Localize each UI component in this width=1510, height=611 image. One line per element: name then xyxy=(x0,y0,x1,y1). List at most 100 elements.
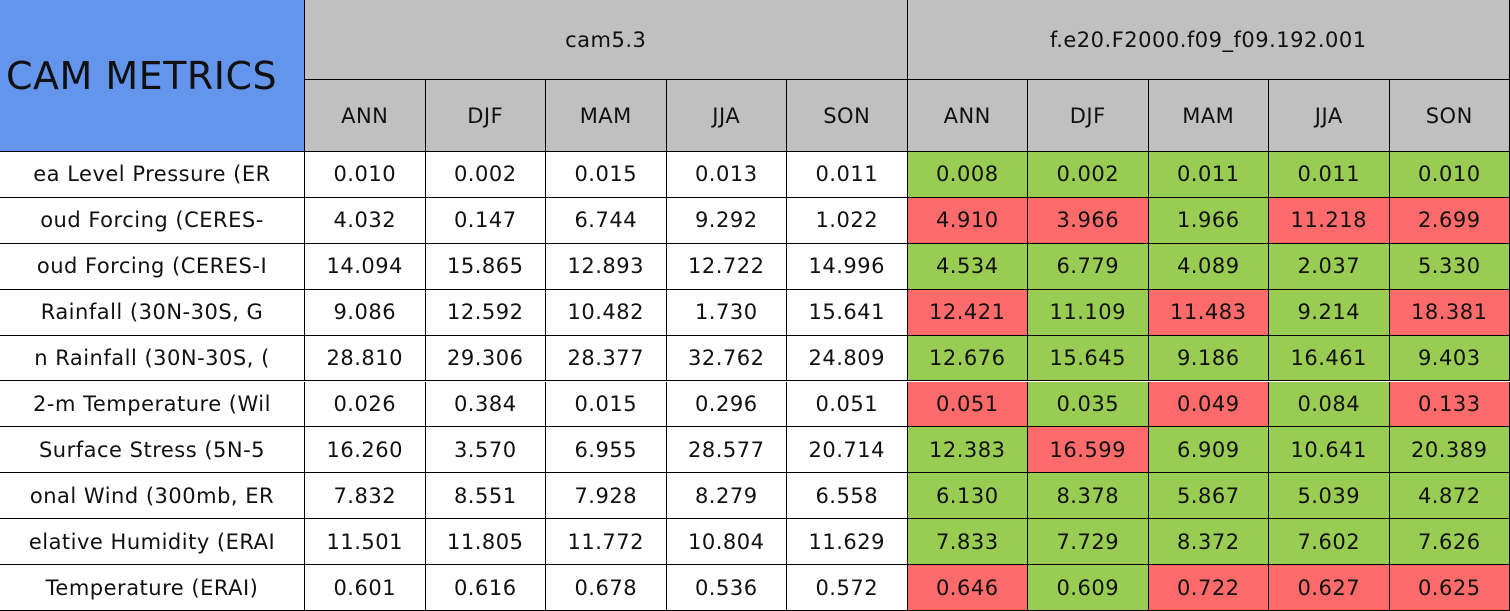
metric-value: 11.772 xyxy=(546,519,667,566)
metric-value: 0.627 xyxy=(1269,565,1390,611)
table-title: CAM METRICS xyxy=(0,0,305,152)
metric-value: 28.577 xyxy=(666,427,787,474)
metric-value: 20.389 xyxy=(1389,427,1510,474)
metric-value: 8.279 xyxy=(666,473,787,520)
season-header: MAM xyxy=(1148,80,1269,152)
metric-value: 15.865 xyxy=(425,243,546,290)
metric-value: 6.130 xyxy=(907,473,1028,520)
season-header: ANN xyxy=(305,80,426,152)
metric-value: 1.022 xyxy=(787,197,908,244)
metric-value: 0.049 xyxy=(1148,381,1269,428)
metric-value: 4.872 xyxy=(1389,473,1510,520)
metric-value: 7.602 xyxy=(1269,519,1390,566)
row-label: Rainfall (30N-30S, G xyxy=(0,289,305,336)
metric-value: 0.002 xyxy=(425,152,546,198)
metric-value: 12.421 xyxy=(907,289,1028,336)
metric-value: 0.646 xyxy=(907,565,1028,611)
season-header: JJA xyxy=(666,80,787,152)
row-label: oud Forcing (CERES- xyxy=(0,197,305,244)
metric-value: 32.762 xyxy=(666,335,787,382)
group-header: f.e20.F2000.f09_f09.192.001 xyxy=(907,0,1510,80)
row-label: Temperature (ERAI) xyxy=(0,565,305,611)
metric-value: 20.714 xyxy=(787,427,908,474)
metric-value: 16.599 xyxy=(1028,427,1149,474)
metric-value: 7.729 xyxy=(1028,519,1149,566)
metric-value: 4.089 xyxy=(1148,243,1269,290)
metric-value: 12.676 xyxy=(907,335,1028,382)
metric-value: 10.482 xyxy=(546,289,667,336)
metric-value: 4.910 xyxy=(907,197,1028,244)
metric-value: 12.722 xyxy=(666,243,787,290)
metric-value: 11.629 xyxy=(787,519,908,566)
metric-value: 7.833 xyxy=(907,519,1028,566)
metric-value: 11.501 xyxy=(305,519,426,566)
metric-value: 9.403 xyxy=(1389,335,1510,382)
metric-value: 6.744 xyxy=(546,197,667,244)
metric-value: 7.626 xyxy=(1389,519,1510,566)
metric-value: 8.378 xyxy=(1028,473,1149,520)
metric-value: 0.013 xyxy=(666,152,787,198)
metric-value: 18.381 xyxy=(1389,289,1510,336)
metric-value: 0.010 xyxy=(1389,152,1510,198)
metric-value: 0.616 xyxy=(425,565,546,611)
metric-value: 0.051 xyxy=(907,381,1028,428)
metric-value: 0.011 xyxy=(1269,152,1390,198)
metric-value: 1.730 xyxy=(666,289,787,336)
season-header: SON xyxy=(787,80,908,152)
metric-value: 3.966 xyxy=(1028,197,1149,244)
metric-value: 7.832 xyxy=(305,473,426,520)
metric-value: 12.592 xyxy=(425,289,546,336)
row-label: ea Level Pressure (ER xyxy=(0,152,305,198)
season-header: MAM xyxy=(546,80,667,152)
metric-value: 12.893 xyxy=(546,243,667,290)
metric-value: 1.966 xyxy=(1148,197,1269,244)
metric-value: 15.641 xyxy=(787,289,908,336)
metric-value: 7.928 xyxy=(546,473,667,520)
metric-value: 6.955 xyxy=(546,427,667,474)
row-label: oud Forcing (CERES-I xyxy=(0,243,305,290)
row-label: Surface Stress (5N-5 xyxy=(0,427,305,474)
metric-value: 0.011 xyxy=(1148,152,1269,198)
metric-value: 0.008 xyxy=(907,152,1028,198)
metric-value: 5.039 xyxy=(1269,473,1390,520)
metric-value: 6.558 xyxy=(787,473,908,520)
metric-value: 0.133 xyxy=(1389,381,1510,428)
metric-value: 0.015 xyxy=(546,152,667,198)
row-label: 2-m Temperature (Wil xyxy=(0,381,305,428)
metric-value: 14.094 xyxy=(305,243,426,290)
season-header: DJF xyxy=(1028,80,1149,152)
metric-value: 0.722 xyxy=(1148,565,1269,611)
metric-value: 0.536 xyxy=(666,565,787,611)
metric-value: 10.641 xyxy=(1269,427,1390,474)
row-label: n Rainfall (30N-30S, ( xyxy=(0,335,305,382)
metric-value: 4.534 xyxy=(907,243,1028,290)
metric-value: 0.572 xyxy=(787,565,908,611)
metric-value: 11.805 xyxy=(425,519,546,566)
metric-value: 9.214 xyxy=(1269,289,1390,336)
metric-value: 9.186 xyxy=(1148,335,1269,382)
metric-value: 14.996 xyxy=(787,243,908,290)
metric-value: 4.032 xyxy=(305,197,426,244)
metric-value: 0.678 xyxy=(546,565,667,611)
metric-value: 12.383 xyxy=(907,427,1028,474)
metric-value: 6.779 xyxy=(1028,243,1149,290)
metric-value: 16.461 xyxy=(1269,335,1390,382)
metric-value: 0.147 xyxy=(425,197,546,244)
season-header: DJF xyxy=(425,80,546,152)
metric-value: 24.809 xyxy=(787,335,908,382)
metric-value: 11.109 xyxy=(1028,289,1149,336)
metric-value: 3.570 xyxy=(425,427,546,474)
metric-value: 9.086 xyxy=(305,289,426,336)
metric-value: 0.296 xyxy=(666,381,787,428)
metric-value: 0.084 xyxy=(1269,381,1390,428)
season-header: JJA xyxy=(1269,80,1390,152)
metric-value: 28.810 xyxy=(305,335,426,382)
metric-value: 2.699 xyxy=(1389,197,1510,244)
season-header: SON xyxy=(1389,80,1510,152)
metric-value: 0.051 xyxy=(787,381,908,428)
metric-value: 0.601 xyxy=(305,565,426,611)
row-label: elative Humidity (ERAI xyxy=(0,519,305,566)
metric-value: 0.035 xyxy=(1028,381,1149,428)
metric-value: 11.483 xyxy=(1148,289,1269,336)
